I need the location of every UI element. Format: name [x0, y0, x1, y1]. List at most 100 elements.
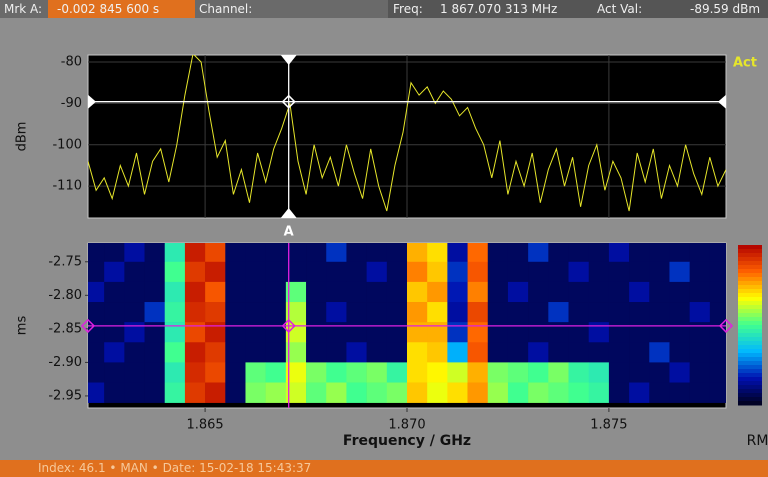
- heat-cell: [366, 302, 388, 323]
- heat-cell: [144, 382, 166, 403]
- heat-cell: [164, 261, 186, 283]
- heat-cell: [326, 322, 347, 343]
- heat-cell: [487, 243, 509, 263]
- heat-cell: [689, 322, 711, 343]
- heat-cell: [689, 281, 711, 303]
- marker-time: -0.002 845 600 s: [57, 2, 160, 16]
- colorbar-segment: [738, 329, 762, 334]
- heat-cell: [649, 281, 670, 303]
- heat-cell: [608, 261, 630, 283]
- heat-cell: [88, 281, 105, 303]
- heat-cell: [528, 243, 549, 263]
- heat-cell: [669, 281, 690, 303]
- heat-cell: [386, 342, 408, 363]
- act-val-value: -89.59 dBm: [690, 2, 761, 16]
- heat-cell: [568, 281, 590, 303]
- heat-cell: [306, 281, 327, 303]
- heat-cell: [588, 261, 610, 283]
- heat-cell: [629, 322, 650, 343]
- heat-cell: [669, 261, 690, 283]
- heat-cell: [144, 261, 166, 283]
- plot-area: [88, 243, 726, 403]
- heat-cell: [285, 302, 307, 323]
- heat-cell: [366, 382, 388, 403]
- heat-cell: [164, 302, 186, 323]
- heat-cell: [184, 281, 206, 303]
- heat-cell: [427, 362, 448, 383]
- colorbar-segment: [738, 345, 762, 350]
- heat-cell: [407, 261, 428, 283]
- heat-cell: [427, 243, 448, 263]
- y-tick-label: -80: [61, 55, 82, 70]
- heat-cell: [588, 382, 610, 403]
- heat-cell: [568, 302, 590, 323]
- heat-cell: [507, 382, 529, 403]
- heat-cell: [588, 362, 610, 383]
- heat-cell: [306, 322, 327, 343]
- heat-cell: [528, 281, 549, 303]
- freq-panel: [388, 0, 768, 18]
- heat-cell: [326, 261, 347, 283]
- heat-cell: [88, 362, 105, 383]
- heat-cell: [144, 362, 166, 383]
- heat-cell: [507, 342, 529, 363]
- marker-handle-top: [280, 55, 297, 65]
- heat-cell: [709, 281, 726, 303]
- heat-cell: [366, 281, 388, 303]
- heat-cell: [225, 382, 246, 403]
- heat-cell: [285, 261, 307, 283]
- y-tick-label: -2.85: [48, 321, 82, 336]
- heat-cell: [548, 342, 569, 363]
- heat-cell: [507, 243, 529, 263]
- heat-cell: [104, 302, 125, 323]
- colorbar-segment: [738, 389, 762, 394]
- heat-cell: [285, 243, 307, 263]
- heat-cell: [709, 342, 726, 363]
- heat-cell: [447, 261, 468, 283]
- heat-cell: [548, 382, 569, 403]
- marker-diamond: [281, 94, 296, 109]
- marker-handle-left: [88, 94, 96, 109]
- heat-cell: [608, 362, 630, 383]
- heat-cell: [588, 322, 610, 343]
- heat-cell: [507, 281, 529, 303]
- colorbar-segment: [738, 309, 762, 314]
- heat-cell: [427, 342, 448, 363]
- heat-cell: [205, 261, 226, 283]
- heat-cell: [124, 322, 145, 343]
- heat-cell: [447, 342, 468, 363]
- colorbar-segment: [738, 381, 762, 386]
- heat-cell: [467, 342, 489, 363]
- heat-cell: [467, 362, 489, 383]
- heat-cell: [507, 261, 529, 283]
- heat-cell: [184, 302, 206, 323]
- footer-status: Index: 46.1 • MAN • Date: 15-02-18 15:43…: [38, 461, 312, 475]
- heat-cell: [326, 243, 347, 263]
- heat-cell: [528, 322, 549, 343]
- heat-cell: [265, 342, 287, 363]
- heat-cell: [487, 362, 509, 383]
- heat-cell: [346, 302, 367, 323]
- heat-cell: [528, 362, 549, 383]
- y-axis-label: ms: [15, 316, 30, 336]
- heat-cell: [88, 302, 105, 323]
- heat-cell: [205, 362, 226, 383]
- heat-cell: [669, 362, 690, 383]
- heat-cell: [407, 243, 428, 263]
- heat-cell: [104, 281, 125, 303]
- colorbar-segment: [738, 245, 762, 250]
- heat-cell: [245, 281, 266, 303]
- heat-cell: [88, 382, 105, 403]
- heat-cell: [285, 281, 307, 303]
- heat-cell: [447, 302, 468, 323]
- heat-cell: [104, 382, 125, 403]
- heat-cell: [548, 261, 569, 283]
- colorbar-segment: [738, 349, 762, 354]
- heat-cell: [285, 342, 307, 363]
- heat-cell: [184, 382, 206, 403]
- heat-cell: [588, 302, 610, 323]
- heat-cell: [649, 362, 670, 383]
- colorbar-segment: [738, 285, 762, 290]
- heat-cell: [427, 302, 448, 323]
- heat-cell: [568, 342, 590, 363]
